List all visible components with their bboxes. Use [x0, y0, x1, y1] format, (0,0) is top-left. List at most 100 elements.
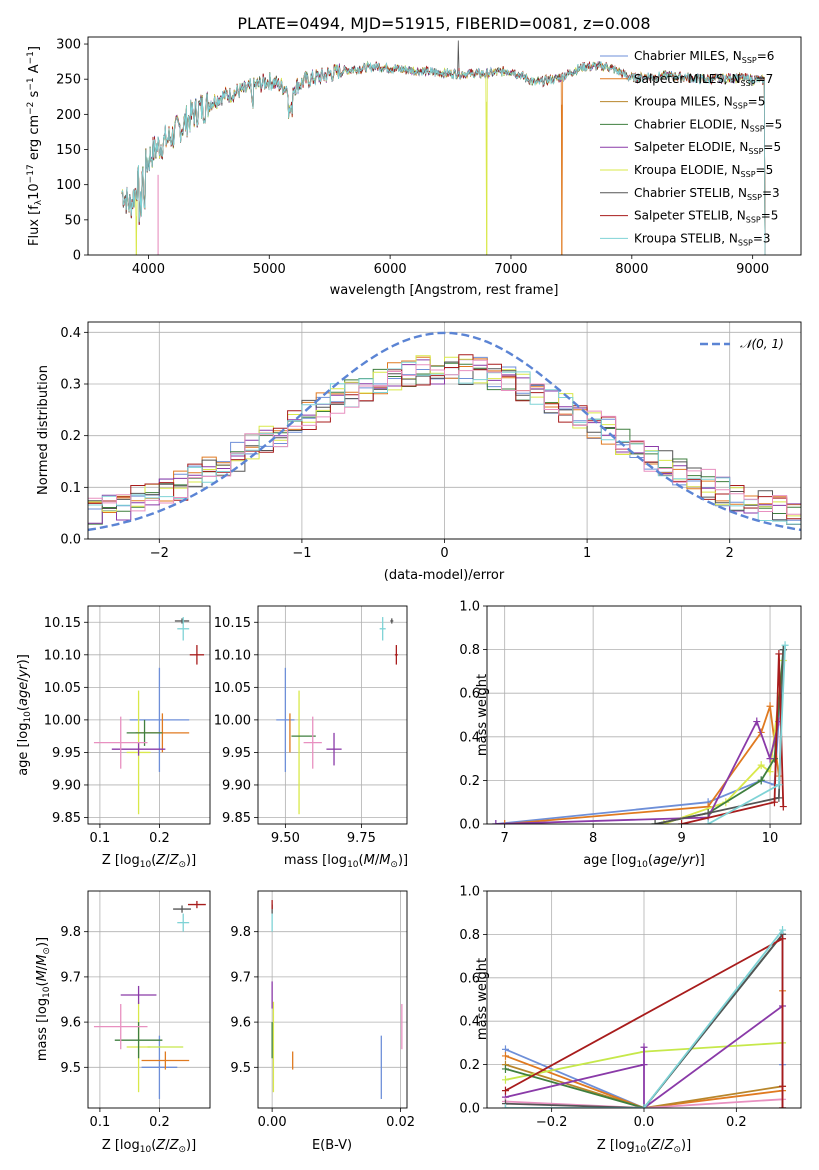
legend-label: Salpeter ELODIE	[634, 140, 732, 154]
x-tick-label: 7000	[494, 262, 527, 277]
weight-point	[640, 1104, 648, 1108]
legend-nssp-sub: SSP	[750, 124, 765, 133]
x-tick-label: −1	[292, 546, 311, 561]
weight-point	[640, 1060, 648, 1069]
weight-point	[775, 649, 783, 658]
age_vs_mass-marks	[276, 617, 398, 815]
y-tick-label: 0.2	[60, 429, 81, 444]
weight-point	[753, 717, 761, 726]
y-axis-label: Flux [fλ10−17 erg cm−2 s−1 A−1]	[26, 46, 44, 246]
weight-line	[505, 933, 784, 1108]
legend-nssp-prefix: , N	[730, 186, 747, 200]
x-tick-label: 0.02	[386, 1115, 415, 1130]
y-tick-label: 9.8	[60, 925, 81, 940]
weight-point	[779, 926, 787, 935]
legend-label: Salpeter STELIB	[634, 209, 729, 223]
y-tick-label: 0	[73, 249, 81, 264]
legend-entry: Kroupa STELIB, NSSP=3	[634, 231, 771, 247]
y-tick-label: 0.4	[60, 326, 81, 341]
x-tick-label: 5000	[253, 262, 286, 277]
y-tick-label: 0.3	[60, 378, 81, 393]
weight-point	[501, 1064, 509, 1073]
y-tick-label: 10.00	[44, 713, 81, 728]
mass_vs_Z-marks	[93, 900, 206, 1099]
y-tick-label: 1.0	[459, 885, 480, 900]
y-tick-label: 10.10	[44, 648, 81, 663]
x-tick-label: 9000	[736, 262, 769, 277]
x-axis-label: age [log10(age/yr)]	[583, 853, 705, 870]
weight-point	[779, 1104, 787, 1108]
legend-nssp-eq: =	[756, 72, 766, 86]
y-tick-label: 9.7	[60, 970, 81, 985]
weight-point	[766, 767, 774, 776]
legend-label: Kroupa ELODIE	[634, 163, 724, 177]
x-tick-label: 9.75	[347, 831, 376, 846]
figure-title: PLATE=0494, MJD=51915, FIBERID=0081, z=0…	[237, 14, 650, 33]
weight-point	[779, 934, 787, 943]
weight-point	[779, 1082, 787, 1091]
legend-nssp-prefix: , N	[721, 231, 738, 245]
x-axis-label: Z [log10(Z/Z⊙)]	[597, 1138, 691, 1155]
legend-nssp-prefix: , N	[724, 163, 741, 177]
weight-point	[766, 702, 774, 711]
weight-point	[757, 761, 765, 770]
mass_vs_ebv-panel: 0.00 0.02 9.5 9.6 9.7 9.8 E(B-V)	[230, 890, 415, 1153]
legend-label: Chabrier ELODIE	[634, 117, 733, 131]
y-axis-label: age [log10(age/yr)]	[16, 654, 33, 776]
spectrum-line-salpeter-elodie	[121, 61, 766, 255]
y-tick-label: 9.90	[52, 778, 81, 793]
weight-point	[704, 820, 712, 824]
y-tick-label: 0.0	[459, 818, 480, 833]
spectrum-line-salpeter-stelib	[121, 61, 766, 255]
y-tick-label: 150	[56, 143, 81, 158]
x-axis-label: Z [log10(Z/Z⊙)]	[102, 853, 196, 870]
axes-frame	[257, 605, 408, 825]
legend-nssp-value: 5	[771, 209, 779, 223]
y-tick-label: 50	[64, 213, 81, 228]
legend-nssp-eq: =	[757, 49, 767, 63]
y-tick-label: 0.2	[459, 774, 480, 789]
x-axis-label: mass [log10(M/M⊙)]	[284, 853, 408, 870]
weight-point	[704, 809, 712, 818]
spectrum-line-chabrier-elodie	[121, 60, 766, 255]
x-axis-label: E(B-V)	[312, 1138, 352, 1153]
legend-nssp-sub: SSP	[742, 56, 757, 65]
legend-nssp-value: 3	[763, 231, 771, 245]
y-tick-label: 10.15	[44, 616, 81, 631]
legend-label: Salpeter MILES	[634, 72, 724, 86]
y-tick-label: 9.90	[222, 778, 251, 793]
residuals-marks	[88, 331, 801, 532]
y-tick-label: 9.6	[230, 1016, 251, 1031]
spectrum-panel: 4000 5000 6000 7000 8000 9000 0 50 100 150 200 250 3…	[26, 36, 802, 298]
x-tick-label: 2	[726, 546, 734, 561]
weight-point	[678, 820, 686, 824]
y-tick-label: 200	[56, 108, 81, 123]
legend-nssp-sub: SSP	[746, 216, 761, 225]
x-tick-label: 4000	[132, 262, 165, 277]
axes-frame	[87, 36, 802, 256]
y-tick-label: 10.05	[214, 681, 251, 696]
weight-point	[492, 820, 500, 824]
weight-point	[779, 802, 787, 811]
y-tick-label: 10.15	[214, 616, 251, 631]
y-tick-label: 9.5	[60, 1061, 81, 1076]
legend-label: Chabrier MILES	[634, 49, 725, 63]
legend-nssp-eq: =	[753, 231, 763, 245]
y-tick-label: 9.8	[230, 925, 251, 940]
x-tick-label: −0.2	[536, 1115, 568, 1130]
y-tick-label: 250	[56, 73, 81, 88]
weight_vs_age-panel: 7 8 9 10 0.0 0.2 0.4 0.6 0.8 1.0 age [log10(age/yr…	[459, 600, 802, 870]
x-tick-label: 9.50	[271, 831, 300, 846]
legend-nssp-value: 5	[758, 95, 766, 109]
weight-point	[501, 1086, 509, 1095]
weight-line	[505, 937, 784, 1108]
y-tick-label: 0.8	[459, 928, 480, 943]
legend-nssp-sub: SSP	[733, 102, 748, 111]
legend-entry: Chabrier STELIB, NSSP=3	[634, 186, 780, 202]
weight-point	[501, 1051, 509, 1060]
weight-point	[770, 798, 778, 807]
legend-entry: Salpeter ELODIE, NSSP=5	[634, 140, 781, 156]
legend-nssp-prefix: , N	[729, 209, 746, 223]
y-axis-label: mass weight	[475, 674, 490, 756]
